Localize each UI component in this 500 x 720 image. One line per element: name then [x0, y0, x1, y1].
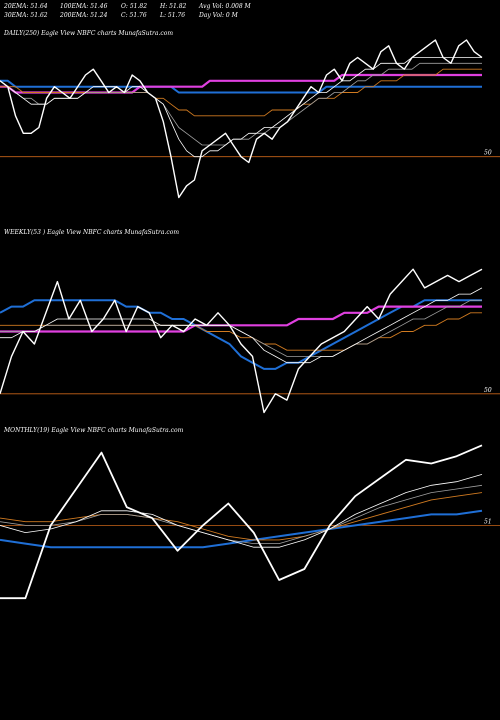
header-row-1: 20EMA: 51.64 100EMA: 51.46 O: 51.82 H: 5…	[3, 3, 252, 10]
weekly-chart-title: WEEKLY(53 ) Eagle View NBFC charts Munaf…	[4, 229, 179, 236]
header-open: O: 51.82	[121, 3, 147, 10]
monthly-chart-panel: MONTHLY(19) Eagle View NBFC charts Munaf…	[0, 427, 500, 600]
weekly-reference-label: 50	[484, 387, 492, 394]
daily-reference-label: 50	[484, 150, 492, 157]
weekly-chart-panel: WEEKLY(53 ) Eagle View NBFC charts Munaf…	[0, 229, 500, 414]
header-row-2: 30EMA: 51.62 200EMA: 51.24 C: 51.76 L: 5…	[4, 12, 239, 19]
header-high: H: 51.82	[159, 3, 187, 10]
daily-200ema-line	[0, 79, 482, 94]
header-100ema: 100EMA: 51.46	[60, 3, 108, 10]
weekly-20ema-line	[0, 287, 483, 364]
daily-chart-title: DAILY(250) Eagle View NBFC charts Munafa…	[3, 30, 173, 37]
daily-20ema-line	[0, 57, 482, 158]
header-close: C: 51.76	[121, 12, 147, 19]
monthly-price-line	[0, 444, 483, 600]
weekly-200ema-line	[0, 299, 482, 370]
daily-baseline-line	[0, 73, 482, 94]
header-low: L: 51.76	[159, 12, 185, 19]
header-day-vol: Day Vol: 0 M	[198, 12, 239, 19]
weekly-price-line	[0, 268, 483, 414]
daily-chart-panel: DAILY(250) Eagle View NBFC charts Munafa…	[0, 30, 500, 199]
monthly-30ema-line	[0, 484, 483, 544]
monthly-100ema-line	[0, 492, 483, 541]
monthly-reference-label: 51	[484, 518, 492, 525]
weekly-30ema-line	[0, 299, 482, 357]
daily-price-line	[0, 39, 483, 199]
monthly-chart-title: MONTHLY(19) Eagle View NBFC charts Munaf…	[3, 427, 184, 434]
header-30ema: 30EMA: 51.62	[4, 12, 48, 19]
header-200ema: 200EMA: 51.24	[59, 12, 108, 19]
daily-100ema-line	[0, 68, 482, 117]
weekly-baseline-line	[0, 305, 482, 333]
header-avg-vol: Avg Vol: 0.008 M	[198, 3, 252, 10]
monthly-20ema-line	[0, 474, 483, 548]
header-20ema: 20EMA: 51.64	[3, 3, 48, 10]
